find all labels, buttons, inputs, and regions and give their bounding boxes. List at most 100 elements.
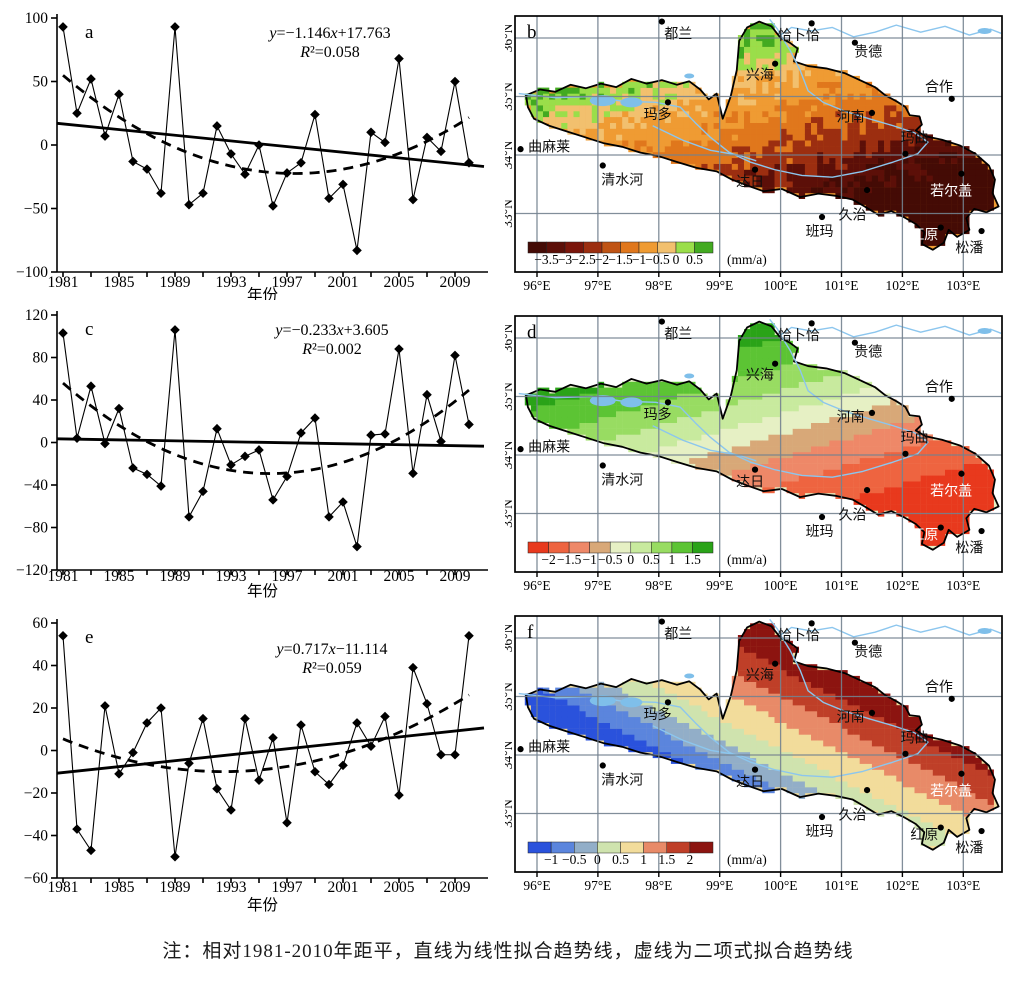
svg-text:40: 40: [33, 658, 49, 675]
svg-text:0: 0: [627, 552, 634, 567]
map-b: 96°E 97°E 98°E 99°E 100°E 101°E 102°E 103°E 36°N…: [505, 0, 1016, 300]
city-label: 都兰: [664, 326, 692, 342]
city-label: 贵德: [854, 645, 882, 661]
city-label: 红原: [910, 528, 938, 544]
panel-letter: e: [85, 627, 93, 648]
city-dot: [818, 213, 826, 221]
data-points: [58, 325, 474, 552]
lakes: [589, 627, 992, 708]
city-dot: [599, 762, 606, 769]
city-label: 玛多: [644, 706, 672, 723]
svg-text:1.5: 1.5: [658, 852, 675, 867]
colorbar: −1 −0.5 0 0.5 1 1.5 2 (mm/a): [527, 841, 767, 867]
city-label: 若尔盖: [930, 783, 972, 799]
svg-text:2: 2: [687, 852, 694, 867]
svg-text:1989: 1989: [160, 568, 191, 585]
svg-text:96°E: 96°E: [523, 578, 550, 593]
svg-text:1985: 1985: [104, 568, 135, 585]
colorbar-unit: (mm/a): [727, 252, 767, 267]
svg-text:2009: 2009: [440, 879, 471, 896]
city-dot: [868, 409, 876, 416]
svg-text:−1.5: −1.5: [557, 552, 582, 567]
city-label: 贵德: [854, 345, 882, 361]
axes: [51, 619, 488, 883]
city-dot: [863, 187, 871, 194]
equation-label: y=0.717x−11.114: [274, 641, 387, 658]
city-dot: [517, 446, 524, 453]
svg-text:−3: −3: [558, 252, 573, 267]
city-dot: [599, 462, 606, 469]
svg-text:−2: −2: [595, 252, 609, 267]
data-series-line: [62, 26, 470, 251]
x-axis-title: 年份: [247, 896, 279, 914]
svg-text:35°N: 35°N: [505, 382, 515, 411]
city-label: 合作: [925, 380, 953, 396]
svg-text:1.5: 1.5: [684, 552, 701, 567]
city-dot: [772, 660, 779, 667]
city-label: 松潘: [955, 541, 983, 557]
city-dot: [948, 395, 955, 402]
city-dot: [937, 524, 944, 531]
map-frame: [514, 615, 1003, 873]
svg-text:2001: 2001: [328, 568, 359, 585]
city-label: 贵德: [854, 45, 882, 61]
trend-raster: [524, 621, 999, 850]
svg-text:97°E: 97°E: [584, 878, 611, 893]
svg-text:0.5: 0.5: [686, 252, 703, 267]
svg-text:120: 120: [25, 307, 49, 324]
svg-text:1997: 1997: [272, 274, 303, 291]
svg-text:−1: −1: [582, 552, 596, 567]
polynomial-trend-line: [62, 693, 470, 774]
city-dot: [902, 150, 909, 157]
colorbar: −2 −1.5 −1 −0.5 0 0.5 1 1.5 (mm/a): [527, 541, 767, 567]
svg-text:0: 0: [40, 137, 48, 154]
svg-text:−20: −20: [24, 785, 48, 802]
svg-text:−0.5: −0.5: [645, 252, 670, 267]
svg-text:100°E: 100°E: [764, 578, 798, 593]
svg-text:102°E: 102°E: [885, 578, 919, 593]
axes: [51, 311, 488, 575]
city-label: 兴海: [746, 667, 774, 683]
city-label: 清水河: [601, 473, 643, 489]
city-dot: [958, 770, 965, 777]
city-dot: [808, 620, 815, 627]
data-points: [58, 630, 474, 862]
city-label: 恰卜恰: [778, 628, 820, 644]
city-dot: [902, 450, 909, 457]
svg-text:−60: −60: [24, 870, 48, 887]
axis-labels: 96°E 97°E 98°E 99°E 100°E 101°E 102°E 103°E 36°N…: [505, 323, 980, 593]
city-label: 恰卜恰: [778, 328, 820, 344]
svg-text:40: 40: [33, 392, 49, 409]
city-label: 合作: [925, 80, 953, 96]
data-series-line: [62, 635, 470, 857]
city-label: 曲麻莱: [528, 139, 570, 155]
svg-text:33°N: 33°N: [505, 499, 515, 528]
svg-text:96°E: 96°E: [523, 878, 550, 893]
svg-text:33°N: 33°N: [505, 199, 515, 228]
svg-text:1997: 1997: [272, 879, 303, 896]
map-f: 96°E 97°E 98°E 99°E 100°E 101°E 102°E 103°E 36°N…: [505, 600, 1016, 900]
svg-text:36°N: 36°N: [505, 323, 515, 352]
city-label: 若尔盖: [930, 483, 972, 499]
svg-text:98°E: 98°E: [645, 578, 672, 593]
svg-text:36°N: 36°N: [505, 623, 515, 652]
equation-label: y=−0.233x+3.605: [273, 322, 388, 339]
svg-text:1997: 1997: [272, 568, 303, 585]
rivers: [518, 618, 1002, 778]
r-squared-label: R²=0.059: [301, 660, 362, 677]
panel-letter: a: [85, 22, 94, 43]
city-dot: [851, 639, 858, 646]
svg-text:102°E: 102°E: [885, 878, 919, 893]
city-label: 清水河: [601, 173, 643, 189]
svg-text:96°E: 96°E: [523, 278, 550, 293]
svg-text:103°E: 103°E: [946, 278, 980, 293]
graticule: [515, 16, 1002, 272]
city-label: 玛曲: [901, 731, 929, 747]
equation-label: y=−1.146x+17.763: [267, 25, 390, 42]
axis-labels: 96°E 97°E 98°E 99°E 100°E 101°E 102°E 103°E 36°N…: [505, 23, 980, 293]
